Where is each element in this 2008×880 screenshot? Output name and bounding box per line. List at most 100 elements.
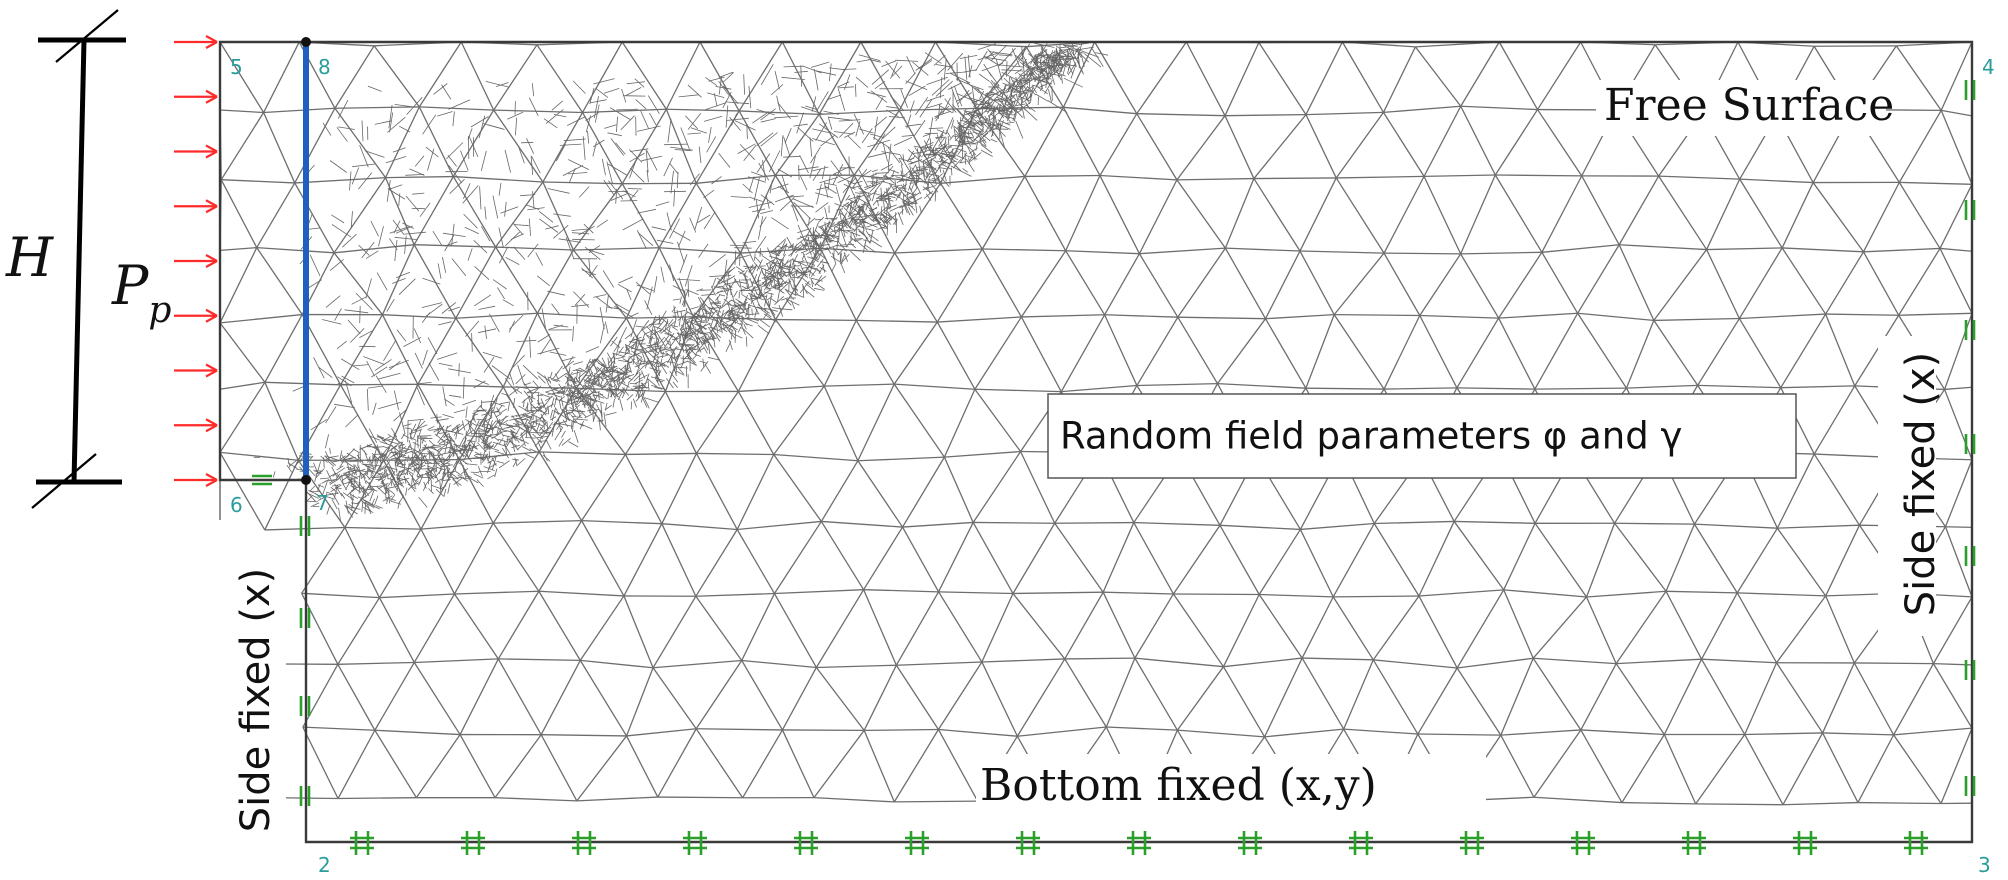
dense-mesh-edge — [695, 337, 705, 339]
refined-mesh-edge — [593, 294, 607, 298]
mesh-edge — [815, 589, 865, 668]
dense-mesh-edge — [575, 414, 582, 420]
dense-mesh-edge — [983, 104, 992, 114]
dense-mesh-edge — [973, 139, 986, 145]
mesh-edge — [498, 658, 581, 662]
refined-mesh-edge — [604, 321, 609, 334]
dense-mesh-edge — [804, 227, 812, 240]
mesh-edge — [1780, 313, 1827, 389]
dense-mesh-edge — [350, 459, 359, 462]
refined-mesh-edge — [756, 109, 775, 116]
dense-mesh-edge — [527, 387, 539, 393]
mesh-edge — [1138, 179, 1178, 254]
mesh-edge — [1460, 251, 1542, 255]
dense-mesh-edge — [654, 341, 657, 352]
dense-mesh-edge — [342, 480, 355, 485]
dense-mesh-edge — [727, 272, 730, 280]
dense-mesh-edge — [759, 266, 773, 274]
mesh-edge — [1456, 589, 1505, 669]
dense-mesh-edge — [971, 105, 984, 116]
refined-mesh-edge — [886, 109, 899, 118]
dense-mesh-edge — [786, 236, 793, 247]
dense-mesh-edge — [462, 449, 473, 463]
mesh-edge — [1781, 247, 1827, 315]
dense-mesh-edge — [820, 261, 828, 264]
mesh-edge — [420, 528, 456, 595]
refined-mesh-edge — [438, 321, 452, 326]
refined-mesh-edge — [783, 136, 791, 157]
dense-mesh-edge — [584, 411, 597, 419]
dense-mesh-edge — [924, 171, 929, 184]
dense-mesh-edge — [643, 396, 650, 409]
pressure-arrows — [174, 35, 218, 487]
dense-mesh-edge — [1029, 53, 1037, 65]
dense-mesh-edge — [1051, 49, 1064, 59]
dense-mesh-edge — [898, 209, 904, 216]
dense-mesh-edge — [539, 433, 543, 440]
refined-mesh-edge — [752, 208, 766, 213]
mesh-edge — [536, 44, 584, 113]
mesh-edge — [819, 247, 857, 321]
refined-mesh-edge — [784, 128, 792, 144]
dense-mesh-edge — [571, 393, 577, 408]
refined-mesh-edge — [669, 218, 680, 239]
dense-mesh-edge — [447, 483, 451, 494]
dense-mesh-edge — [634, 381, 648, 389]
mesh-edge — [419, 106, 494, 111]
dense-mesh-edge — [937, 175, 941, 186]
dense-mesh-edge — [1038, 65, 1048, 72]
dense-mesh-edge — [635, 325, 645, 328]
refined-mesh-edge — [882, 142, 888, 162]
mesh-edge — [1500, 657, 1534, 736]
dense-mesh-edge — [797, 228, 809, 234]
node-2: 2 — [318, 853, 331, 877]
refined-mesh-edge — [483, 356, 495, 373]
node-4: 4 — [1982, 55, 1995, 79]
dense-mesh-edge — [562, 419, 569, 427]
mesh-edge — [1532, 657, 1582, 731]
mesh-edge — [1020, 250, 1067, 318]
dense-mesh-edge — [379, 465, 386, 472]
dense-mesh-edge — [734, 330, 736, 343]
mesh-edge — [1176, 177, 1254, 181]
refined-mesh-edge — [717, 266, 736, 283]
dense-mesh-edge — [964, 133, 972, 147]
dense-mesh-edge — [549, 385, 558, 400]
dense-mesh-edge — [610, 384, 613, 393]
dense-mesh-edge — [726, 288, 729, 299]
mesh-edge — [781, 729, 815, 798]
dense-mesh-edge — [885, 174, 895, 184]
refined-mesh-edge — [905, 80, 928, 91]
refined-mesh-edge — [593, 96, 599, 119]
dense-mesh-edge — [345, 500, 349, 514]
mesh-edge — [385, 175, 454, 179]
refined-mesh-edge — [572, 80, 586, 94]
refined-mesh-edge — [984, 93, 1005, 108]
refined-mesh-edge — [549, 351, 567, 356]
dense-mesh-edge — [343, 470, 355, 474]
refined-mesh-edge — [768, 150, 781, 173]
dense-mesh-edge — [699, 332, 710, 335]
mesh-edge — [1253, 177, 1337, 180]
dense-mesh-edge — [324, 451, 331, 462]
dense-mesh-edge — [545, 439, 552, 450]
refined-mesh-edge — [913, 169, 926, 172]
mesh-edge — [853, 110, 900, 176]
dense-mesh-edge — [981, 135, 987, 144]
dense-mesh-edge — [407, 483, 417, 490]
mesh-edge — [219, 381, 266, 390]
mesh-edge — [621, 108, 667, 185]
mesh-edge — [1384, 252, 1461, 255]
dense-mesh-edge — [619, 398, 624, 411]
dense-mesh-edge — [707, 307, 713, 322]
dense-mesh-edge — [674, 363, 679, 371]
refined-mesh-edge — [474, 378, 489, 385]
refined-mesh-edge — [853, 113, 864, 135]
refined-mesh-edge — [593, 358, 604, 368]
dense-mesh-edge — [629, 336, 642, 343]
dense-mesh-edge — [839, 210, 843, 226]
refined-mesh-edge — [365, 278, 372, 299]
dense-mesh-edge — [731, 329, 733, 340]
refined-mesh-edge — [893, 137, 913, 146]
